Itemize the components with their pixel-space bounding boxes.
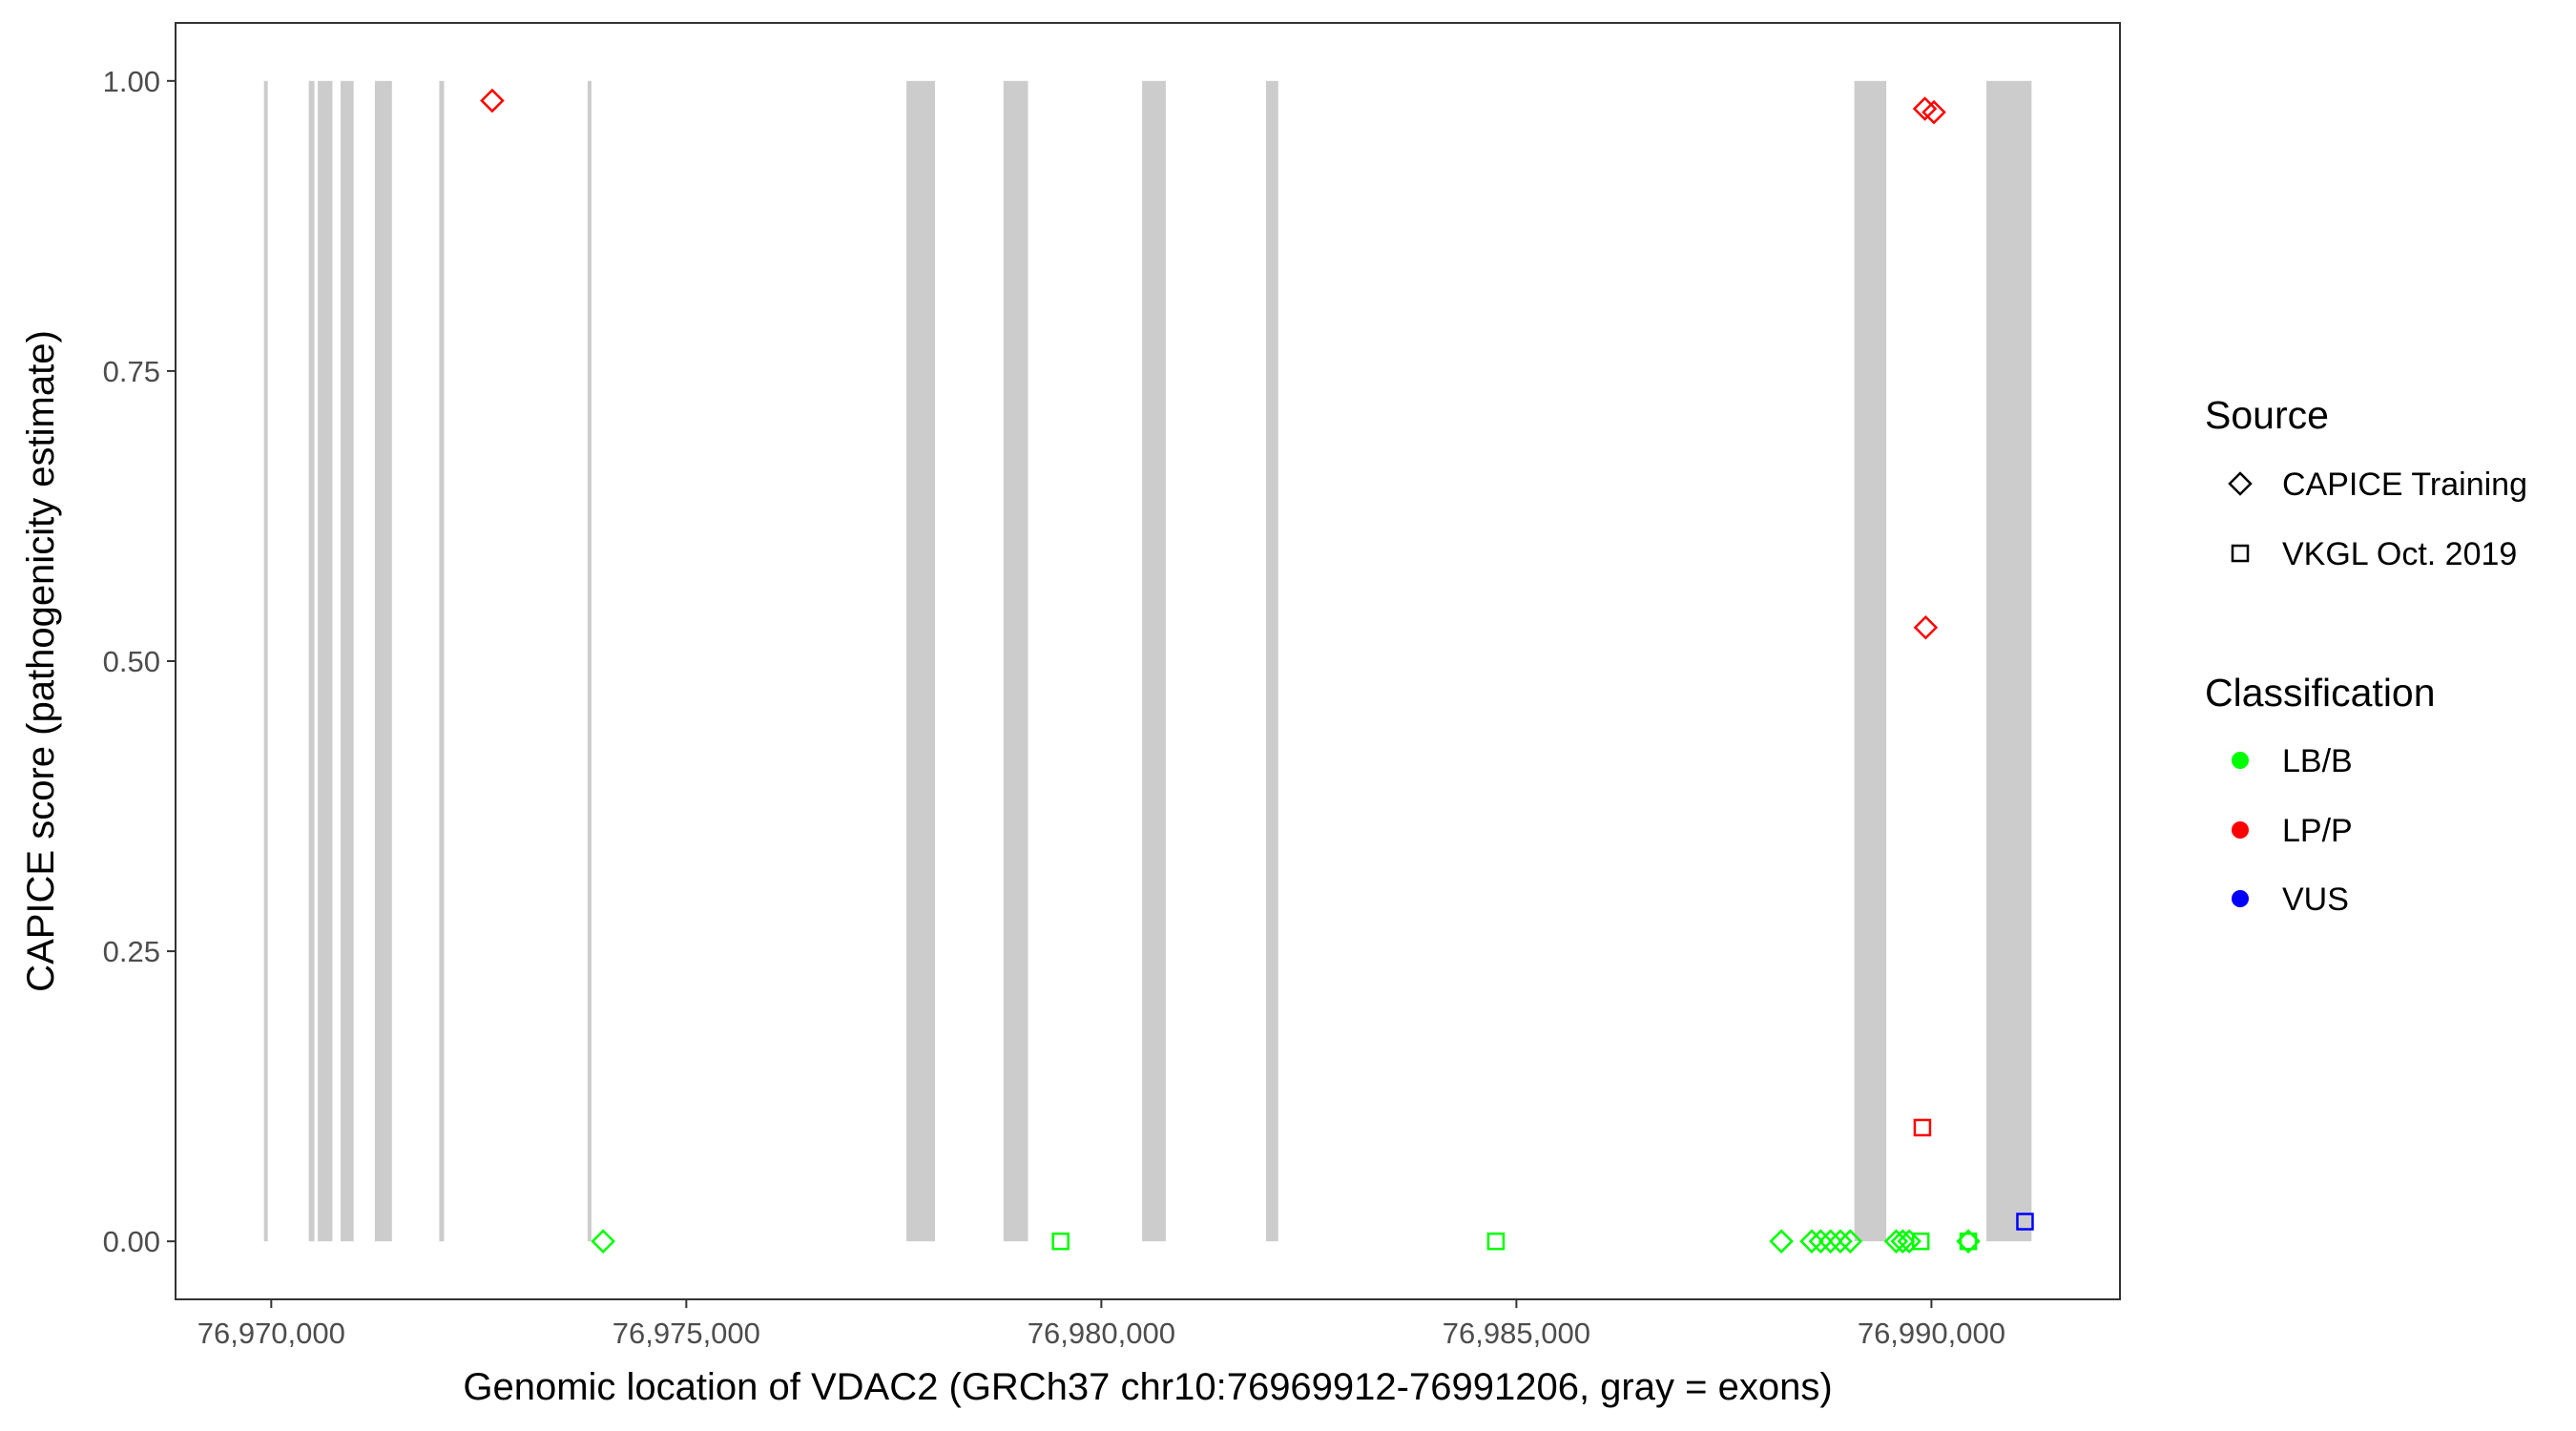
legend-title-source: Source — [2205, 393, 2329, 437]
x-axis-title: Genomic location of VDAC2 (GRCh37 chr10:… — [463, 1366, 1832, 1408]
data-point-diamond — [1838, 1229, 1863, 1254]
data-point-diamond — [1808, 1229, 1834, 1254]
y-tick-label: 0.50 — [103, 645, 160, 678]
data-points — [480, 88, 2034, 1254]
y-tick-label: 0.75 — [103, 355, 160, 388]
y-tick-label: 0.25 — [103, 935, 160, 968]
data-point-diamond — [480, 88, 505, 114]
exon-band — [263, 80, 268, 1242]
x-tick-label: 76,970,000 — [197, 1317, 345, 1350]
x-tick-label: 76,990,000 — [1858, 1317, 2005, 1350]
legend-label: LB/B — [2282, 743, 2353, 779]
legend-label: VKGL Oct. 2019 — [2282, 536, 2517, 572]
data-point-diamond — [1883, 1229, 1909, 1254]
exon-band — [587, 80, 592, 1242]
data-point-square — [1913, 1118, 1932, 1137]
x-tick-label: 76,975,000 — [613, 1317, 760, 1350]
exon-band — [1003, 80, 1028, 1242]
legend: Source Classification CAPICE Training VKG… — [2205, 393, 2527, 918]
data-point-diamond — [591, 1229, 615, 1254]
legend-key-dot — [2232, 890, 2249, 907]
legend-label: VUS — [2282, 881, 2349, 918]
exon-bands — [263, 80, 2032, 1242]
y-tick-label: 1.00 — [103, 65, 160, 98]
exon-band — [308, 80, 315, 1242]
exon-band — [906, 80, 936, 1242]
data-point-diamond — [1799, 1229, 1824, 1254]
legend-key-dot — [2232, 821, 2249, 839]
data-point-square — [1051, 1232, 1070, 1251]
exon-band — [340, 80, 354, 1242]
exon-band — [439, 80, 445, 1242]
legend-key-square — [2231, 544, 2250, 563]
legend-key-diamond — [2228, 471, 2253, 496]
x-tick-label: 76,985,000 — [1443, 1317, 1590, 1350]
data-point-diamond — [1890, 1229, 1916, 1254]
data-point-diamond — [1922, 99, 1946, 125]
legend-title-classification: Classification — [2205, 671, 2436, 715]
data-point-diamond — [1912, 96, 1938, 121]
exon-band — [1265, 80, 1278, 1242]
exon-band — [1854, 80, 1887, 1242]
data-point-diamond — [1913, 614, 1939, 640]
data-point-square — [1486, 1232, 1506, 1251]
exon-band — [1142, 80, 1166, 1242]
y-tick-label: 0.00 — [103, 1225, 160, 1258]
legend-key-dot — [2232, 752, 2249, 769]
exon-band — [374, 80, 392, 1242]
exon-band — [1986, 80, 2032, 1242]
legend-label: LP/P — [2282, 813, 2353, 849]
axes: 76,970,000 76,975,000 76,980,000 76,985,000… — [103, 65, 2005, 1350]
y-axis-title: CAPICE score (pathogenicity estimate) — [20, 330, 62, 992]
data-point-diamond — [1897, 1229, 1922, 1254]
data-point-square — [1911, 1232, 1930, 1251]
exon-band — [318, 80, 333, 1242]
data-point-diamond — [1769, 1229, 1794, 1254]
data-point-square — [2016, 1213, 2034, 1231]
data-point-square — [1959, 1232, 1978, 1251]
x-tick-label: 76,980,000 — [1028, 1317, 1175, 1350]
data-point-diamond — [1828, 1229, 1853, 1254]
data-point-diamond — [1818, 1229, 1843, 1254]
legend-label: CAPICE Training — [2282, 467, 2527, 503]
